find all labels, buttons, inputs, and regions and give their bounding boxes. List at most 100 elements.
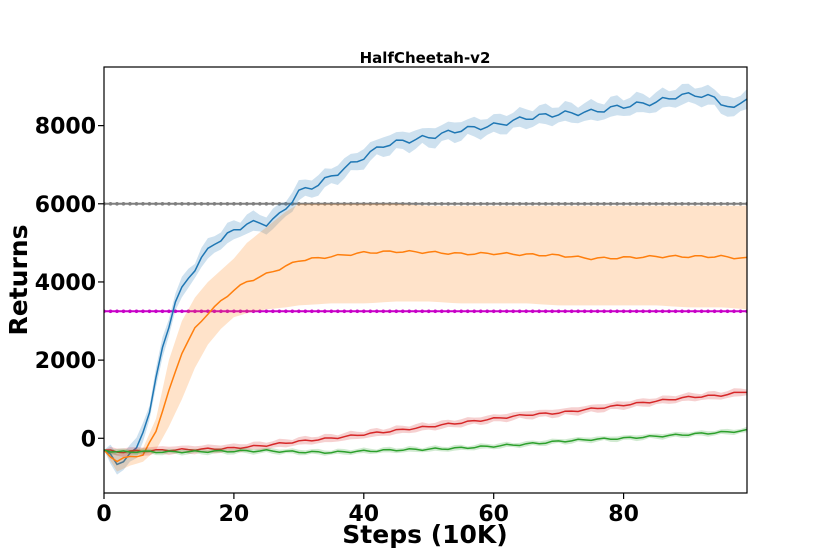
y-axis: 0 2000 4000 6000 8000 (35, 115, 104, 452)
reference-line-marker (355, 309, 360, 314)
reference-line-marker (284, 201, 288, 206)
reference-line-marker (316, 309, 321, 314)
reference-line-marker (167, 201, 171, 206)
reference-line-marker (141, 309, 145, 314)
reference-line-marker (550, 201, 554, 206)
reference-line-marker (232, 201, 236, 206)
reference-line-marker (511, 201, 515, 206)
reference-line-marker (303, 201, 308, 206)
reference-line-marker (342, 309, 347, 314)
reference-line-marker (693, 309, 697, 314)
reference-line-marker (732, 201, 736, 206)
reference-line-marker (361, 201, 366, 206)
reference-line-marker (459, 201, 464, 206)
reference-line-marker (621, 201, 626, 206)
x-tick-label: 20 (219, 502, 250, 527)
reference-line-marker (310, 309, 314, 314)
reference-line-marker (654, 201, 658, 206)
reference-line-marker (199, 309, 204, 314)
reference-line-marker (680, 201, 684, 206)
reference-line-marker (738, 201, 743, 206)
reference-line-marker (550, 309, 554, 314)
reference-line-marker (569, 201, 574, 206)
reference-line-marker (219, 201, 223, 206)
reference-line-marker (576, 309, 580, 314)
reference-line-marker (439, 201, 444, 206)
reference-line-marker (108, 201, 113, 206)
series-1-line (104, 249, 747, 463)
reference-line-marker (128, 309, 132, 314)
reference-line-marker (381, 309, 386, 314)
reference-line-marker (485, 309, 490, 314)
reference-line-marker (199, 201, 204, 206)
reference-line-marker (212, 309, 217, 314)
reference-line-marker (621, 309, 626, 314)
reference-line-marker (374, 309, 379, 314)
reference-line-marker (452, 201, 457, 206)
reference-line-marker (680, 309, 684, 314)
reference-line-marker (374, 201, 379, 206)
reference-line-marker (699, 309, 704, 314)
reference-line-marker (647, 309, 652, 314)
reference-line-marker (121, 309, 126, 314)
reference-line-marker (212, 201, 217, 206)
reference-line-marker (251, 309, 256, 314)
reference-line-marker (673, 309, 678, 314)
x-axis: 0 20 40 60 80 (96, 493, 639, 527)
reference-line-marker (602, 201, 606, 206)
reference-line-marker (180, 201, 184, 206)
reference-line-marker (641, 201, 645, 206)
x-tick-label: 40 (348, 502, 379, 527)
y-tick-label: 6000 (35, 193, 96, 218)
reference-line-marker (186, 309, 191, 314)
reference-line-marker (284, 309, 288, 314)
reference-line-marker (381, 201, 386, 206)
reference-line-marker (413, 309, 418, 314)
reference-line-marker (264, 309, 269, 314)
reference-line-marker (641, 309, 645, 314)
reference-line-marker (323, 201, 327, 206)
reference-line-marker (589, 309, 593, 314)
reference-line-marker (238, 309, 243, 314)
reference-line-marker (238, 201, 243, 206)
reference-line-marker (686, 309, 691, 314)
reference-line-marker (530, 309, 535, 314)
reference-line-marker (355, 201, 360, 206)
reference-line-marker (394, 201, 399, 206)
y-tick-label: 8000 (35, 115, 96, 140)
plot-area (104, 83, 747, 475)
reference-line-marker (297, 201, 301, 206)
reference-line-marker (141, 201, 145, 206)
reference-line-marker (530, 201, 535, 206)
reference-line-marker (472, 201, 477, 206)
reference-line-marker (147, 309, 152, 314)
reference-line-marker (264, 201, 269, 206)
reference-line-marker (147, 201, 152, 206)
reference-line-marker (524, 309, 528, 314)
reference-line-marker (615, 309, 619, 314)
reference-line-marker (180, 309, 184, 314)
reference-line-marker (368, 201, 373, 206)
reference-line-marker (628, 201, 632, 206)
reference-line-marker (400, 201, 405, 206)
reference-line-marker (504, 201, 509, 206)
reference-line-marker (563, 309, 567, 314)
reference-line-marker (115, 309, 119, 314)
reference-line-marker (128, 201, 132, 206)
reference-line-marker (615, 201, 619, 206)
reference-line-marker (115, 201, 119, 206)
reference-line-marker (336, 309, 340, 314)
reference-line-marker (712, 201, 717, 206)
reference-line-marker (634, 201, 639, 206)
reference-line-marker (686, 201, 691, 206)
reference-line-marker (725, 309, 730, 314)
reference-line-marker (290, 309, 295, 314)
reference-line-marker (465, 309, 470, 314)
reference-line-marker (258, 309, 262, 314)
reference-line-marker (595, 201, 600, 206)
reference-line-marker (245, 201, 249, 206)
reference-line-marker (524, 201, 528, 206)
reference-line-marker (543, 309, 548, 314)
reference-line-marker (336, 201, 340, 206)
reference-line-marker (465, 201, 470, 206)
